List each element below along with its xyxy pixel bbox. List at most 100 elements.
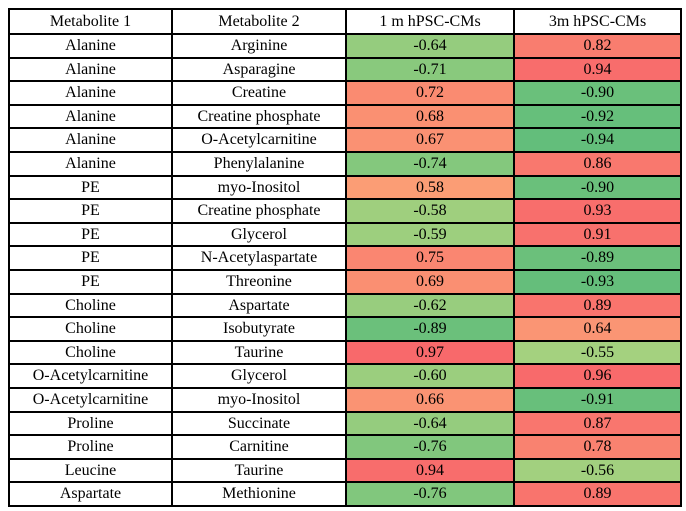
correlation-3m-cell: 0.89 <box>513 481 682 507</box>
correlation-1m-cell: 0.69 <box>345 268 515 295</box>
metabolite1-cell: O-Acetylcarnitine <box>8 386 173 413</box>
metabolite1-cell: Alanine <box>8 80 173 106</box>
table-row: O-Acetylcarnitine myo-Inositol 0.66 -0.91 <box>8 386 682 413</box>
correlation-1m-cell: -0.62 <box>345 292 515 319</box>
metabolite2-cell: Succinate <box>171 410 347 437</box>
table-row: PE myo-Inositol 0.58 -0.90 <box>8 174 682 201</box>
table-row: PE N-Acetylaspartate 0.75 -0.89 <box>8 245 682 271</box>
table-row: Leucine Taurine 0.94 -0.56 <box>8 457 682 484</box>
table-row: PE Threonine 0.69 -0.93 <box>8 268 682 295</box>
correlation-3m-cell: 0.93 <box>513 198 682 224</box>
correlation-3m-cell: -0.93 <box>513 268 682 295</box>
metabolite2-cell: Taurine <box>171 339 347 366</box>
table-row: Alanine Phenylalanine -0.74 0.86 <box>8 150 682 177</box>
header-metabolite-2: Metabolite 2 <box>171 8 347 35</box>
metabolite1-cell: PE <box>8 221 173 248</box>
correlation-1m-cell: 0.72 <box>345 80 515 106</box>
table-header: Metabolite 1 Metabolite 2 1 m hPSC-CMs 3… <box>8 8 682 35</box>
metabolite1-cell: Aspartate <box>8 481 173 507</box>
correlation-1m-cell: -0.58 <box>345 198 515 224</box>
correlation-1m-cell: -0.76 <box>345 434 515 460</box>
correlation-1m-cell: -0.59 <box>345 221 515 248</box>
metabolite2-cell: myo-Inositol <box>171 174 347 201</box>
metabolite1-cell: O-Acetylcarnitine <box>8 363 173 389</box>
correlation-3m-cell: -0.90 <box>513 174 682 201</box>
correlation-1m-cell: -0.60 <box>345 363 515 389</box>
correlation-3m-cell: 0.78 <box>513 434 682 460</box>
table-row: Aspartate Methionine -0.76 0.89 <box>8 481 682 507</box>
table-body: Alanine Arginine -0.64 0.82 Alanine Asparagin… <box>8 33 682 507</box>
metabolite2-cell: Creatine phosphate <box>171 103 347 130</box>
correlation-1m-cell: 0.75 <box>345 245 515 271</box>
correlation-1m-cell: -0.74 <box>345 150 515 177</box>
metabolite1-cell: PE <box>8 268 173 295</box>
correlation-3m-cell: 0.64 <box>513 316 682 342</box>
correlation-3m-cell: -0.55 <box>513 339 682 366</box>
correlation-1m-cell: -0.64 <box>345 410 515 437</box>
metabolite1-cell: Choline <box>8 316 173 342</box>
metabolite2-cell: Glycerol <box>171 363 347 389</box>
metabolite2-cell: Phenylalanine <box>171 150 347 177</box>
correlation-1m-cell: 0.66 <box>345 386 515 413</box>
correlation-1m-cell: -0.71 <box>345 56 515 83</box>
table-row: Alanine Arginine -0.64 0.82 <box>8 33 682 59</box>
table-row: Choline Taurine 0.97 -0.55 <box>8 339 682 366</box>
correlation-3m-cell: -0.91 <box>513 386 682 413</box>
correlation-3m-cell: -0.89 <box>513 245 682 271</box>
correlation-3m-cell: -0.92 <box>513 103 682 130</box>
table-row: PE Glycerol -0.59 0.91 <box>8 221 682 248</box>
metabolite2-cell: Asparagine <box>171 56 347 83</box>
metabolite1-cell: Choline <box>8 339 173 366</box>
correlation-3m-cell: 0.94 <box>513 56 682 83</box>
metabolite1-cell: PE <box>8 245 173 271</box>
table-row: Alanine Asparagine -0.71 0.94 <box>8 56 682 83</box>
metabolite2-cell: O-Acetylcarnitine <box>171 127 347 153</box>
correlation-1m-cell: -0.89 <box>345 316 515 342</box>
metabolite2-cell: Glycerol <box>171 221 347 248</box>
correlation-3m-cell: -0.90 <box>513 80 682 106</box>
correlation-1m-cell: 0.58 <box>345 174 515 201</box>
metabolite2-cell: Isobutyrate <box>171 316 347 342</box>
correlation-3m-cell: 0.96 <box>513 363 682 389</box>
table-row: Alanine Creatine phosphate 0.68 -0.92 <box>8 103 682 130</box>
metabolite2-cell: myo-Inositol <box>171 386 347 413</box>
metabolite1-cell: Alanine <box>8 103 173 130</box>
correlation-3m-cell: -0.94 <box>513 127 682 153</box>
table-row: Alanine O-Acetylcarnitine 0.67 -0.94 <box>8 127 682 153</box>
metabolite2-cell: Carnitine <box>171 434 347 460</box>
metabolite1-cell: Alanine <box>8 56 173 83</box>
metabolite1-cell: Alanine <box>8 127 173 153</box>
correlation-3m-cell: 0.86 <box>513 150 682 177</box>
metabolite2-cell: Threonine <box>171 268 347 295</box>
table-row: Choline Aspartate -0.62 0.89 <box>8 292 682 319</box>
header-metabolite-1: Metabolite 1 <box>8 8 173 35</box>
correlation-3m-cell: 0.87 <box>513 410 682 437</box>
metabolite1-cell: PE <box>8 198 173 224</box>
correlation-1m-cell: -0.64 <box>345 33 515 59</box>
header-3m-hpsc-cms: 3m hPSC-CMs <box>513 8 682 35</box>
metabolite1-cell: Alanine <box>8 33 173 59</box>
metabolite1-cell: Proline <box>8 410 173 437</box>
metabolite2-cell: Creatine <box>171 80 347 106</box>
correlation-3m-cell: -0.56 <box>513 457 682 484</box>
metabolite1-cell: Alanine <box>8 150 173 177</box>
correlation-1m-cell: -0.76 <box>345 481 515 507</box>
metabolite1-cell: PE <box>8 174 173 201</box>
metabolite2-cell: N-Acetylaspartate <box>171 245 347 271</box>
correlation-1m-cell: 0.94 <box>345 457 515 484</box>
correlation-1m-cell: 0.97 <box>345 339 515 366</box>
table-row: Choline Isobutyrate -0.89 0.64 <box>8 316 682 342</box>
metabolite2-cell: Creatine phosphate <box>171 198 347 224</box>
correlation-1m-cell: 0.67 <box>345 127 515 153</box>
correlation-3m-cell: 0.82 <box>513 33 682 59</box>
correlation-table: Metabolite 1 Metabolite 2 1 m hPSC-CMs 3… <box>8 8 682 507</box>
table-row: PE Creatine phosphate -0.58 0.93 <box>8 198 682 224</box>
header-1m-hpsc-cms: 1 m hPSC-CMs <box>345 8 515 35</box>
metabolite1-cell: Proline <box>8 434 173 460</box>
table-row: Proline Succinate -0.64 0.87 <box>8 410 682 437</box>
metabolite2-cell: Methionine <box>171 481 347 507</box>
metabolite2-cell: Aspartate <box>171 292 347 319</box>
correlation-3m-cell: 0.91 <box>513 221 682 248</box>
table-row: O-Acetylcarnitine Glycerol -0.60 0.96 <box>8 363 682 389</box>
